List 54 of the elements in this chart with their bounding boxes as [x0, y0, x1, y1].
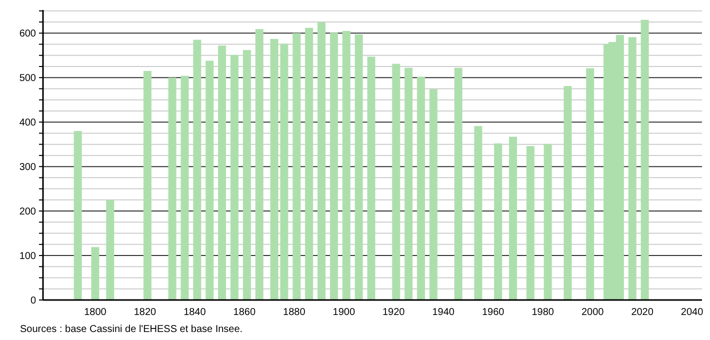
x-tick-label: 2000 — [581, 307, 604, 318]
bar — [586, 68, 594, 300]
bar — [218, 46, 226, 300]
x-tick-label: 2040 — [680, 307, 704, 318]
bar — [494, 143, 502, 300]
bar — [74, 130, 82, 300]
bar — [544, 144, 552, 300]
y-tick-label: 600 — [19, 28, 36, 40]
bar — [564, 86, 572, 300]
bar — [193, 40, 202, 300]
bar — [628, 37, 636, 300]
x-tick-label: 1920 — [382, 307, 406, 318]
bar — [429, 89, 438, 300]
bar — [143, 70, 152, 300]
bar — [180, 76, 189, 300]
bar — [230, 54, 238, 300]
bar — [392, 64, 400, 300]
y-tick-label: 200 — [19, 206, 36, 218]
x-tick-label: 1980 — [532, 307, 554, 318]
x-tick-label: 1820 — [134, 307, 157, 318]
bar — [255, 29, 264, 300]
x-tick-label: 1800 — [84, 307, 107, 318]
bar — [354, 34, 363, 300]
x-tick-label: 2020 — [631, 307, 654, 318]
bar — [474, 126, 482, 300]
bar — [318, 22, 326, 300]
bar — [526, 146, 534, 300]
x-tick-label: 1960 — [482, 307, 505, 318]
bar — [206, 60, 214, 300]
bar — [242, 50, 251, 300]
x-tick-label: 1860 — [233, 307, 256, 318]
bar — [305, 28, 314, 300]
bar — [342, 30, 350, 300]
y-tick-label: 500 — [19, 73, 36, 84]
source-note: Sources : base Cassini de l'EHESS et base Insee. — [20, 324, 243, 335]
bar — [292, 33, 301, 300]
x-tick-label: 1840 — [184, 307, 206, 318]
bar — [330, 32, 338, 300]
bar — [509, 136, 518, 300]
bar — [404, 68, 413, 300]
bar — [640, 20, 649, 300]
bar — [168, 78, 176, 300]
y-tick-label: 0 — [30, 296, 36, 306]
x-tick-label: 1900 — [332, 307, 356, 318]
bar — [106, 200, 114, 300]
bar — [416, 76, 425, 300]
y-tick-label: 100 — [19, 251, 36, 262]
y-tick-label: 400 — [19, 118, 36, 129]
y-tick-label: 300 — [19, 162, 36, 174]
x-tick-label: 1940 — [432, 307, 455, 318]
bar — [454, 68, 462, 300]
bar — [91, 247, 100, 300]
x-tick-label: 1880 — [283, 307, 306, 318]
bar — [367, 56, 376, 300]
